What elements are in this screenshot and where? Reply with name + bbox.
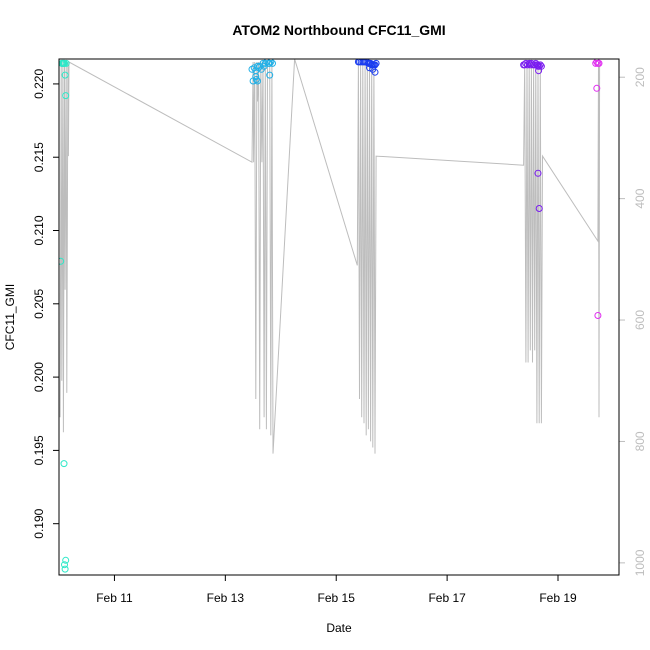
data-point-flight_4: [534, 169, 542, 177]
chart-title: ATOM2 Northbound CFC11_GMI: [232, 22, 445, 38]
y2-tick-label: 600: [633, 310, 647, 330]
data-point-flight_3: [371, 61, 379, 69]
data-point-flight_2: [269, 59, 276, 67]
data-point-flight_5: [593, 84, 601, 92]
data-point-flight_2: [252, 76, 260, 83]
y2-tick-label: 200: [633, 67, 647, 87]
y-tick-label: 0.190: [32, 508, 46, 538]
data-point-flight_1: [61, 561, 68, 569]
data-point-flight_5: [592, 59, 600, 67]
axes-layer: Feb 11 Feb 13 Feb 15 Feb 17 Feb 19 0.190 0.195…: [32, 67, 647, 605]
plot-frame: [58, 58, 620, 576]
y-tick-label: 0.205: [32, 288, 46, 318]
x-tick-label: Feb 11: [96, 591, 133, 605]
y-tick-label: 0.195: [32, 435, 46, 465]
data-point-flight_2: [266, 71, 274, 79]
pressure-line-layer: [59, 59, 601, 454]
y-axis-label: CFC11_GMI: [3, 284, 17, 350]
data-point-flight_1: [60, 460, 68, 468]
data-point-flight_5: [595, 59, 603, 67]
data-point-flight_1: [62, 92, 70, 100]
data-point-flight_5: [594, 312, 602, 319]
data-point-flight_2: [266, 59, 274, 67]
x-tick-label: Feb 15: [318, 591, 356, 605]
data-point-flight_4: [535, 62, 543, 70]
x-tick-label: Feb 13: [207, 591, 245, 605]
x-axis-label: Date: [326, 621, 352, 635]
data-point-flight_2: [249, 77, 257, 85]
x-tick-label: Feb 17: [428, 591, 466, 605]
data-point-flight_1: [62, 556, 70, 564]
data-point-flight_1: [61, 71, 69, 79]
y-tick-label: 0.215: [32, 142, 46, 172]
y-tick-label: 0.220: [32, 69, 46, 99]
data-point-flight_1: [59, 257, 65, 265]
data-point-flight_3: [366, 64, 373, 72]
pressure-line: [59, 59, 601, 454]
data-point-flight_2: [254, 77, 261, 85]
y2-tick-label: 400: [633, 188, 647, 208]
data-point-flight_1: [61, 565, 69, 573]
y2-tick-label: 1000: [633, 549, 647, 576]
y-tick-label: 0.200: [32, 362, 46, 392]
data-point-flight_1: [62, 59, 70, 67]
data-point-flight_3: [371, 68, 379, 76]
data-point-flight_4: [535, 205, 543, 212]
x-tick-label: Feb 19: [539, 591, 577, 605]
y-tick-label: 0.210: [32, 215, 46, 245]
data-point-flight_4: [534, 61, 541, 69]
y2-tick-label: 800: [633, 431, 647, 451]
points-layer: [59, 59, 603, 573]
data-point-flight_3: [372, 59, 380, 67]
data-point-flight_2: [267, 59, 275, 66]
